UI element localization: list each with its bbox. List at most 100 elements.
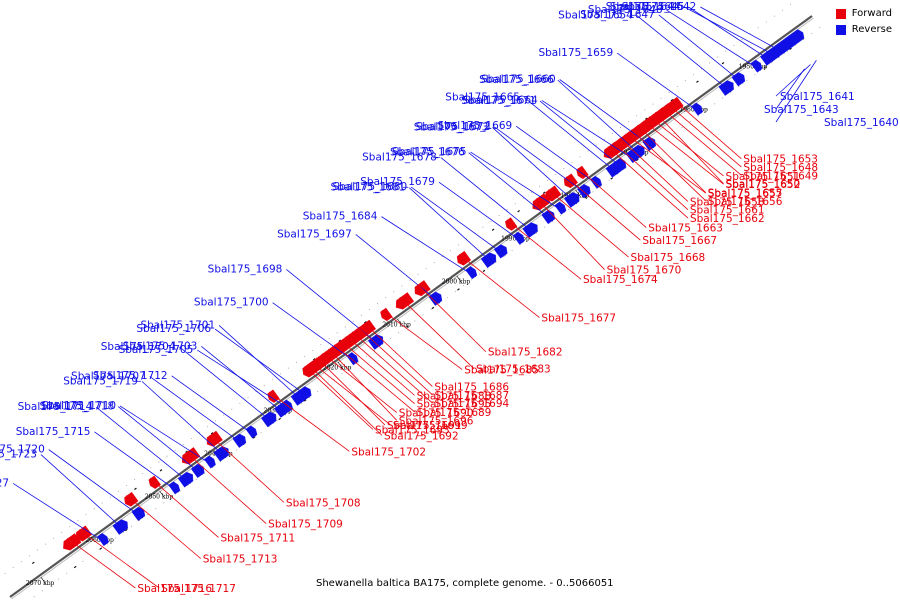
- reverse-gene-label: Sbal175_1681: [331, 182, 406, 194]
- forward-gene-label: Sbal175_1708: [286, 497, 361, 509]
- minor-feature: [73, 565, 77, 569]
- reverse-gene-arrow: [759, 50, 776, 66]
- reverse-leader-line: [149, 376, 245, 446]
- forward-leader-line: [316, 357, 386, 426]
- forward-leader-line: [637, 124, 706, 193]
- reverse-gene-label: Sbal175_1640: [824, 117, 899, 129]
- forward-leader-line: [126, 494, 202, 559]
- forward-gene-arrow: [395, 292, 415, 310]
- forward-gene-label: Sbal175_1695: [417, 399, 492, 411]
- forward-leader-line: [310, 361, 392, 426]
- reverse-gene-label: Sbal175_1698: [208, 263, 283, 275]
- tick-mark: [40, 576, 46, 584]
- minor-feature: [645, 117, 648, 120]
- tick-label: 2020 kbp: [323, 365, 352, 372]
- reverse-gene-label: Sbal175_1672: [416, 121, 491, 133]
- reverse-gene-label: Sbal175_1644: [606, 1, 681, 13]
- reverse-gene-label: Sbal175_1646: [588, 4, 663, 16]
- forward-gene-label: Sbal175_1691: [387, 420, 462, 432]
- reverse-leader-line: [410, 186, 506, 256]
- reverse-leader-line: [48, 449, 144, 519]
- reverse-leader-line: [775, 60, 817, 123]
- forward-gene-label: Sbal175_1650: [725, 179, 800, 191]
- forward-leader-line: [399, 297, 475, 369]
- tick-label: 2000 kbp: [442, 279, 471, 286]
- minor-feature: [610, 177, 614, 180]
- minor-feature: [312, 358, 316, 361]
- reverse-gene-label: Sbal175_1647: [580, 9, 655, 21]
- forward-gene-label: Sbal175_1655: [708, 188, 783, 200]
- forward-leader-line: [607, 146, 689, 219]
- legend-reverse-label: Reverse: [851, 24, 892, 35]
- minor-feature: [721, 62, 725, 65]
- reverse-leader-line: [492, 127, 577, 205]
- forward-leader-line: [363, 322, 433, 387]
- reverse-gene-label: Sbal175_1645: [610, 1, 685, 13]
- forward-leader-line: [334, 344, 415, 413]
- forward-leader-line: [185, 451, 267, 524]
- forward-leader-line: [66, 537, 136, 589]
- tick-mark: [159, 490, 165, 498]
- reverse-leader-line: [523, 97, 619, 174]
- reverse-leader-line: [559, 79, 655, 149]
- forward-leader-line: [322, 352, 398, 413]
- forward-gene-label: Sbal175_1694: [435, 398, 510, 410]
- reverse-leader-line: [494, 126, 589, 196]
- reverse-gene-label: Sbal175_1697: [277, 228, 352, 240]
- reverse-leader-line: [539, 100, 625, 170]
- minor-feature: [482, 269, 486, 273]
- forward-gene-label: Sbal175_1662: [690, 213, 765, 225]
- forward-leader-line: [625, 133, 707, 194]
- forward-leader-line: [643, 120, 724, 185]
- reverse-gene-arrow: [493, 244, 508, 259]
- minor-feature: [491, 228, 495, 231]
- forward-leader-line: [654, 111, 724, 184]
- reverse-leader-line: [201, 346, 286, 415]
- reverse-gene-label: Sbal175_1679: [360, 176, 435, 188]
- forward-leader-line: [304, 365, 374, 430]
- forward-gene-label: Sbal175_1711: [221, 532, 296, 544]
- forward-gene-label: Sbal175_1682: [488, 347, 563, 359]
- reverse-leader-line: [557, 79, 643, 157]
- reverse-leader-line: [381, 216, 476, 278]
- reverse-leader-line: [286, 269, 381, 347]
- minor-feature: [457, 288, 460, 291]
- forward-gene-label: Sbal175_1648: [743, 162, 818, 174]
- reverse-leader-line: [541, 100, 637, 162]
- reverse-gene-label: Sbal175_1727: [0, 477, 9, 489]
- backbone: [9, 15, 813, 598]
- minor-feature: [431, 306, 435, 310]
- reverse-leader-line: [141, 381, 227, 459]
- reverse-leader-line: [214, 328, 310, 398]
- minor-feature: [406, 325, 409, 328]
- minor-feature: [252, 436, 256, 439]
- forward-gene-label: Sbal175_1670: [607, 265, 682, 277]
- reverse-gene-label: Sbal175_1706: [136, 323, 211, 335]
- tick-label: 2010 kbp: [382, 322, 411, 329]
- forward-gene-label: Sbal175_1657: [708, 188, 783, 200]
- reverse-gene-label: Sbal175_1700: [194, 297, 269, 309]
- reverse-leader-line: [684, 6, 779, 58]
- minor-feature: [338, 339, 342, 342]
- forward-leader-line: [150, 477, 219, 538]
- reverse-leader-line: [355, 234, 441, 304]
- reverse-gene-label: Sbal175_1673: [414, 121, 489, 133]
- forward-leader-line: [328, 348, 398, 421]
- forward-gene-label: Sbal175_1656: [708, 196, 783, 208]
- reverse-gene-label: Sbal175_1684: [303, 211, 378, 223]
- forward-gene-arrow: [504, 217, 518, 231]
- reverse-gene-label: Sbal175_1641: [780, 91, 855, 103]
- legend-forward-label: Forward: [851, 8, 892, 19]
- minor-feature: [303, 399, 307, 402]
- reverse-gene-label: Sbal175_1712: [93, 370, 168, 382]
- forward-gene-label: Sbal175_1685: [464, 365, 539, 377]
- minor-feature: [670, 99, 674, 102]
- reverse-gene-label: Sbal175_1669: [437, 120, 512, 132]
- forward-gene-label: Sbal175_1717: [161, 583, 236, 595]
- forward-gene-label: Sbal175_1649: [743, 170, 818, 182]
- forward-gene-label: Sbal175_1693: [375, 425, 450, 437]
- forward-gene-label: Sbal175_1663: [648, 223, 723, 235]
- minor-feature: [517, 210, 520, 213]
- forward-gene-label: Sbal175_1661: [690, 205, 765, 217]
